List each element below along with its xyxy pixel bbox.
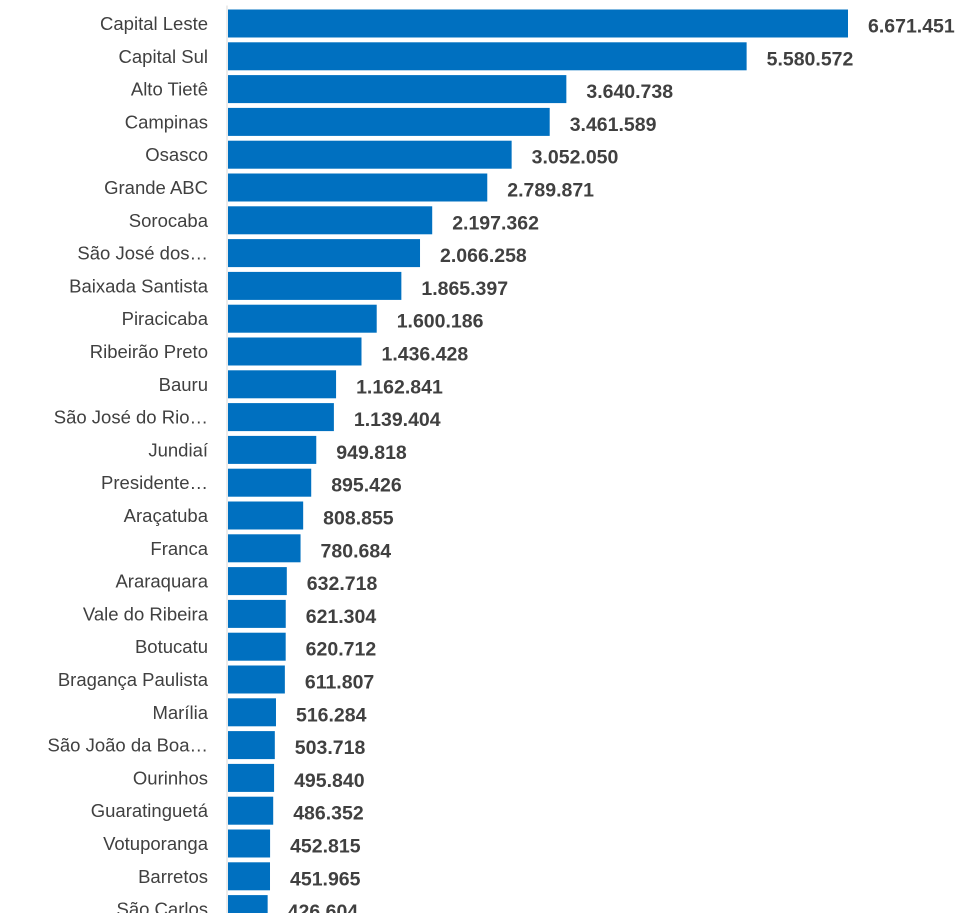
category-label: Ribeirão Preto [90, 341, 208, 362]
bar [228, 337, 362, 366]
bar [228, 665, 285, 694]
category-label: Osasco [145, 144, 208, 165]
category-label: São José do Rio… [54, 407, 208, 428]
bar [228, 239, 421, 268]
category-label: Capital Leste [100, 13, 208, 34]
bar [228, 468, 312, 497]
category-label: Votuporanga [103, 833, 209, 854]
value-label: 516.284 [296, 704, 367, 726]
bar [228, 9, 848, 38]
category-label: Capital Sul [119, 46, 208, 67]
category-label: Vale do Ribeira [83, 603, 209, 624]
bar [228, 632, 286, 661]
category-label: Araraquara [115, 571, 208, 592]
bar [228, 895, 268, 913]
value-label: 1.162.841 [356, 376, 443, 398]
bar [228, 107, 550, 136]
value-label: 621.304 [306, 606, 377, 628]
value-label: 808.855 [323, 508, 394, 530]
bar [228, 206, 433, 235]
bar [228, 829, 271, 858]
value-label: 503.718 [295, 737, 366, 759]
category-label: Sorocaba [129, 210, 209, 231]
value-label: 1.865.397 [421, 278, 508, 300]
bar [228, 534, 301, 563]
value-label: 486.352 [293, 803, 364, 825]
category-label: Franca [150, 538, 208, 559]
bar [228, 271, 402, 300]
bar [228, 173, 488, 202]
category-label: Guaratinguetá [91, 800, 209, 821]
value-label: 451.965 [290, 868, 361, 890]
value-label: 1.139.404 [354, 409, 441, 431]
bar [228, 435, 317, 464]
value-label: 495.840 [294, 770, 365, 792]
category-label: Alto Tietê [131, 79, 208, 100]
value-label: 895.426 [331, 475, 402, 497]
value-label: 5.580.572 [767, 48, 854, 70]
value-label: 2.197.362 [452, 212, 539, 234]
category-label: Campinas [125, 111, 208, 132]
value-label: 611.807 [305, 672, 374, 694]
bar [228, 862, 271, 891]
value-label: 949.818 [336, 442, 407, 464]
bar [228, 75, 567, 104]
category-label: Botucatu [135, 636, 208, 657]
bar [228, 796, 274, 825]
category-label: Ourinhos [133, 767, 208, 788]
bar [228, 403, 334, 432]
value-label: 2.066.258 [440, 245, 527, 267]
value-label: 1.600.186 [397, 311, 484, 333]
bar [228, 599, 286, 628]
value-label: 2.789.871 [507, 180, 594, 202]
value-label: 6.671.451 [868, 16, 955, 38]
bar [228, 567, 287, 596]
value-label: 3.640.738 [586, 81, 673, 103]
category-label: Barretos [138, 866, 208, 887]
value-label: 1.436.428 [381, 344, 468, 366]
value-label: 632.718 [307, 573, 378, 595]
bar [228, 304, 377, 333]
category-label: Grande ABC [104, 177, 208, 198]
category-label: São Carlos [116, 899, 208, 913]
category-label: São José dos… [77, 243, 208, 264]
bar [228, 370, 337, 399]
category-label: Presidente… [101, 472, 208, 493]
value-label: 620.712 [306, 639, 377, 661]
bar [228, 731, 275, 760]
value-label: 426.604 [288, 901, 359, 913]
category-label: Piracicaba [122, 308, 209, 329]
category-label: São João da Boa… [48, 735, 208, 756]
value-label: 3.461.589 [570, 114, 657, 136]
bar [228, 42, 747, 71]
category-label: Bauru [159, 374, 208, 395]
bar [228, 501, 304, 530]
bar [228, 698, 276, 727]
value-label: 780.684 [321, 540, 392, 562]
category-label: Jundiaí [148, 439, 209, 460]
category-label: Araçatuba [124, 505, 209, 526]
value-label: 3.052.050 [532, 147, 619, 169]
bar [228, 140, 512, 169]
bar [228, 763, 275, 792]
category-label: Bragança Paulista [58, 669, 209, 690]
value-label: 452.815 [290, 836, 361, 858]
category-label: Marília [152, 702, 208, 723]
category-label: Baixada Santista [69, 275, 209, 296]
